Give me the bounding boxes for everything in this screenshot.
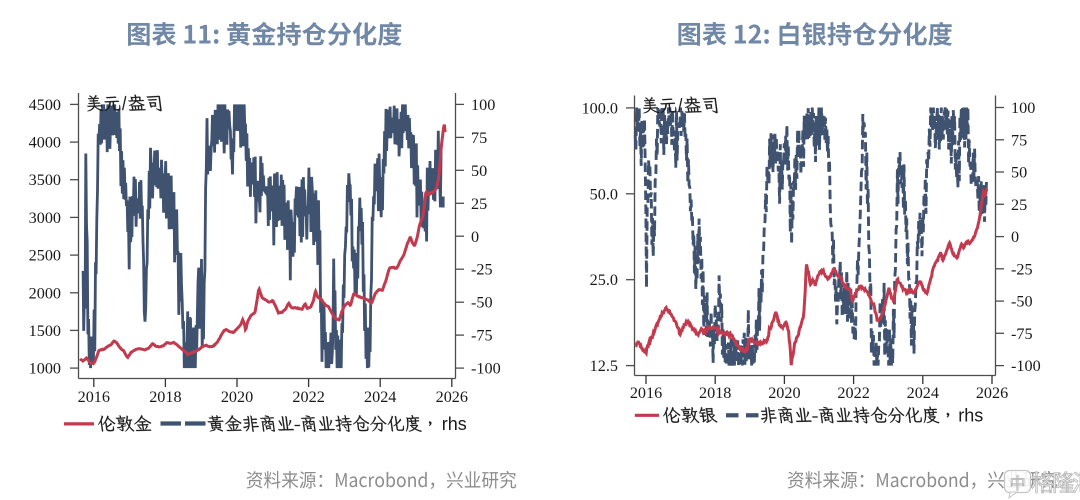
svg-text:4000: 4000 (29, 134, 61, 152)
svg-text:50: 50 (471, 162, 487, 180)
svg-text:0: 0 (1011, 228, 1019, 246)
svg-text:2018: 2018 (699, 384, 731, 402)
svg-text:75: 75 (471, 129, 487, 147)
svg-text:100: 100 (1011, 99, 1035, 117)
svg-text:2000: 2000 (29, 284, 61, 302)
svg-text:50: 50 (1011, 164, 1027, 182)
svg-text:rhs: rhs (958, 406, 983, 426)
svg-text:2022: 2022 (837, 384, 869, 402)
svg-text:2026: 2026 (436, 388, 468, 406)
svg-text:3500: 3500 (29, 171, 61, 189)
svg-text:25: 25 (471, 195, 487, 213)
svg-text:2016: 2016 (630, 384, 662, 402)
svg-text:-50: -50 (1011, 293, 1033, 311)
svg-text:25.0: 25.0 (590, 271, 618, 289)
svg-text:50.0: 50.0 (590, 185, 618, 203)
svg-text:2026: 2026 (976, 384, 1008, 402)
svg-text:-25: -25 (1011, 260, 1033, 278)
svg-text:0: 0 (471, 228, 479, 246)
svg-text:2500: 2500 (29, 247, 61, 265)
svg-text:2022: 2022 (292, 388, 324, 406)
svg-text:-75: -75 (1011, 325, 1033, 343)
svg-text:2020: 2020 (768, 384, 800, 402)
svg-text:2020: 2020 (221, 388, 253, 406)
svg-text:75: 75 (1011, 131, 1027, 149)
svg-text:1500: 1500 (29, 322, 61, 340)
svg-text:100.0: 100.0 (582, 99, 618, 117)
svg-text:rhs: rhs (442, 414, 467, 434)
svg-text:4500: 4500 (29, 96, 61, 114)
svg-text:2016: 2016 (78, 388, 110, 406)
svg-text:-100: -100 (1011, 357, 1041, 375)
svg-text:100: 100 (471, 96, 495, 114)
svg-text:3000: 3000 (29, 209, 61, 227)
svg-text:12.5: 12.5 (590, 357, 618, 375)
svg-text:-50: -50 (471, 294, 493, 312)
svg-text:-25: -25 (471, 261, 493, 279)
svg-text:2024: 2024 (907, 384, 939, 402)
svg-text:-75: -75 (471, 327, 493, 345)
svg-text:-100: -100 (471, 360, 501, 378)
svg-text:1000: 1000 (29, 360, 61, 378)
svg-text:2018: 2018 (149, 388, 181, 406)
svg-text:2024: 2024 (364, 388, 396, 406)
svg-text:25: 25 (1011, 196, 1027, 214)
